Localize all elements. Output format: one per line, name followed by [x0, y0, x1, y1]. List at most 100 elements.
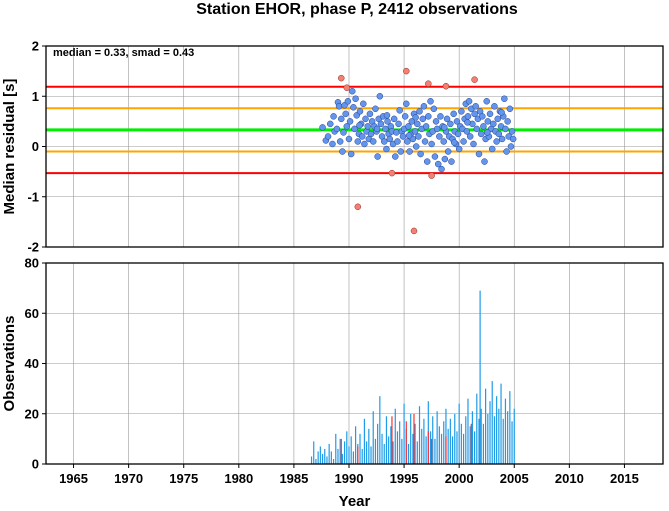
residual-point	[455, 145, 463, 153]
residual-point	[330, 113, 337, 120]
residual-point	[412, 114, 419, 121]
residual-point	[392, 153, 399, 160]
residual-point	[399, 133, 407, 140]
residual-point	[329, 140, 336, 148]
top-y-tick-label: -1	[27, 189, 39, 204]
residual-point	[351, 125, 358, 133]
residual-point	[412, 143, 420, 150]
residual-point	[350, 104, 357, 111]
median-smad-annotation: median = 0.33, smad = 0.43	[53, 47, 194, 59]
residual-point	[447, 120, 454, 128]
residual-point	[319, 124, 326, 131]
residual-point	[373, 125, 381, 133]
residual-point	[404, 138, 411, 145]
residual-point	[377, 120, 385, 128]
residual-point	[386, 135, 394, 143]
residual-point	[394, 138, 401, 145]
residual-point	[369, 138, 377, 145]
residual-point	[448, 158, 455, 165]
residual-point	[430, 105, 438, 113]
residual-point	[344, 98, 352, 105]
outlier-point	[425, 80, 432, 87]
residual-point	[501, 95, 508, 103]
bottom-y-axis-label: Observations	[1, 316, 18, 412]
residual-point	[464, 113, 472, 120]
residual-point	[458, 108, 465, 115]
residual-point	[356, 108, 364, 115]
residual-point	[440, 138, 447, 145]
residual-point	[324, 133, 332, 140]
residual-point	[480, 123, 487, 130]
residual-point	[397, 148, 405, 155]
residual-point	[494, 115, 501, 123]
top-y-tick-label: 2	[32, 39, 39, 54]
x-tick-label: 1965	[59, 471, 88, 486]
residual-point	[414, 120, 421, 128]
residual-point	[346, 118, 354, 125]
residual-point	[366, 110, 374, 118]
residual-point	[382, 125, 389, 133]
x-tick-label: 1985	[279, 471, 308, 486]
outlier-point	[343, 84, 351, 91]
residual-point	[362, 115, 369, 123]
residual-point	[438, 165, 445, 173]
residual-point	[498, 135, 506, 143]
residual-point	[479, 113, 486, 120]
outlier-point	[410, 227, 418, 235]
residual-point	[405, 132, 413, 139]
residual-point	[349, 87, 356, 95]
residual-point	[423, 158, 431, 165]
residual-point	[380, 138, 388, 145]
x-tick-label: 1990	[335, 471, 364, 486]
outlier-point	[403, 67, 410, 75]
top-y-tick-label: -2	[27, 240, 39, 255]
outlier-point	[388, 169, 396, 177]
residual-point	[415, 133, 422, 140]
residual-panel: 2 1 0 -1 -2 median = 0.33, smad = 0.43 Median …	[1, 39, 664, 255]
x-tick-label: 1980	[224, 471, 253, 486]
residual-point	[416, 108, 423, 115]
residual-point	[493, 138, 500, 145]
residual-point	[477, 130, 485, 138]
outlier-point	[338, 74, 345, 82]
residual-point	[354, 138, 362, 145]
residual-point	[406, 148, 413, 155]
residual-point	[466, 133, 474, 140]
residual-point	[327, 120, 334, 128]
outlier-point	[354, 203, 362, 211]
x-tick-label: 2005	[500, 471, 529, 486]
residual-point	[437, 113, 444, 120]
residual-point	[343, 123, 351, 130]
residual-point	[393, 129, 400, 136]
residual-point	[450, 110, 457, 118]
residual-point	[390, 115, 398, 123]
residual-point	[425, 113, 432, 120]
x-tick-label: 1995	[390, 471, 419, 486]
residual-point	[473, 125, 481, 133]
residual-point	[342, 110, 349, 118]
residual-point	[372, 105, 379, 113]
residual-point	[427, 98, 434, 105]
residual-point	[420, 103, 428, 110]
residual-point	[376, 93, 384, 100]
x-tick-label: 2015	[610, 471, 639, 486]
bottom-y-tick-label: 60	[25, 306, 39, 321]
residual-point	[383, 112, 391, 119]
residual-point	[495, 130, 503, 138]
residual-point	[403, 100, 410, 108]
residual-point	[421, 138, 429, 145]
residual-point	[475, 150, 483, 158]
residual-point	[484, 129, 491, 136]
residual-point	[383, 145, 390, 153]
residual-point	[450, 139, 458, 146]
top-y-tick-label: 1	[32, 89, 39, 104]
residual-point	[347, 150, 355, 158]
observations-panel: 80 60 40 20 0 1965 1970 1975 1980 1985 1990 1995 200…	[1, 256, 664, 510]
residual-point	[431, 153, 439, 160]
x-tick-label: 1975	[169, 471, 198, 486]
residual-point	[507, 143, 515, 150]
top-y-axis-label: Median residual [s]	[1, 79, 18, 215]
residual-point	[486, 110, 494, 118]
residual-point	[454, 130, 462, 138]
